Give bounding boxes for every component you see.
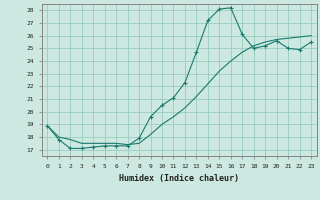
X-axis label: Humidex (Indice chaleur): Humidex (Indice chaleur) xyxy=(119,174,239,183)
